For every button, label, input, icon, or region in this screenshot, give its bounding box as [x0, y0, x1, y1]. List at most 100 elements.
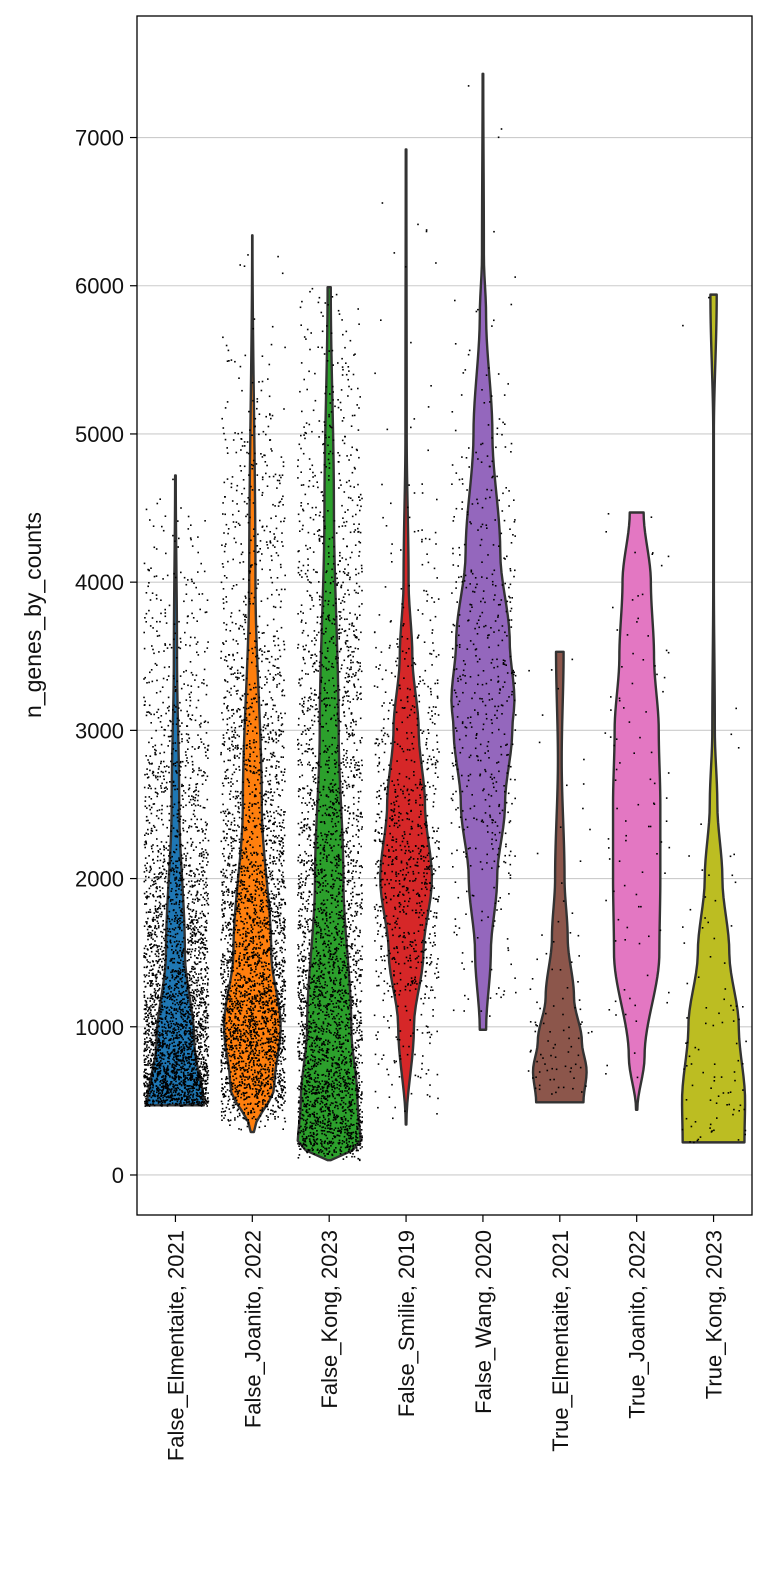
point: [249, 1044, 251, 1046]
point: [270, 990, 273, 993]
point: [179, 879, 182, 882]
point: [149, 932, 152, 934]
point: [179, 701, 181, 704]
point: [273, 883, 275, 885]
point: [143, 678, 145, 680]
point: [206, 988, 208, 991]
point: [158, 1071, 160, 1073]
point: [275, 943, 277, 945]
point: [281, 1049, 283, 1052]
point: [203, 1066, 206, 1069]
point: [171, 949, 173, 951]
point: [261, 1073, 263, 1076]
point: [190, 977, 193, 980]
point: [160, 715, 163, 717]
point: [204, 1002, 207, 1005]
point: [182, 1071, 185, 1074]
point: [280, 946, 283, 949]
point: [276, 825, 278, 828]
point: [282, 1017, 285, 1020]
point: [168, 918, 170, 920]
point: [222, 1007, 225, 1010]
point: [240, 916, 242, 918]
point: [152, 894, 154, 897]
point: [195, 1097, 198, 1100]
point: [167, 862, 170, 865]
point: [157, 1072, 160, 1075]
point: [175, 893, 178, 895]
point: [163, 1067, 166, 1070]
point: [180, 1071, 183, 1073]
point: [251, 803, 254, 806]
point: [183, 1104, 186, 1106]
point: [196, 963, 199, 965]
point: [249, 816, 251, 819]
point: [239, 1044, 242, 1047]
point: [269, 1113, 272, 1115]
point: [176, 885, 178, 887]
point: [174, 1102, 177, 1105]
point: [177, 972, 180, 975]
point: [255, 996, 257, 998]
point: [194, 948, 197, 950]
point: [194, 950, 196, 952]
point: [164, 643, 166, 645]
point: [220, 1061, 223, 1064]
point: [274, 1056, 277, 1058]
point: [162, 861, 165, 864]
point: [226, 1089, 229, 1091]
point: [166, 946, 169, 949]
point: [161, 997, 163, 1000]
point: [236, 1086, 238, 1088]
point: [184, 1015, 186, 1018]
point: [158, 1064, 160, 1067]
point: [220, 1064, 223, 1067]
point: [258, 811, 261, 814]
point: [179, 1060, 182, 1062]
point: [234, 1090, 237, 1093]
point: [176, 1051, 179, 1054]
point: [175, 848, 178, 851]
point: [188, 1095, 191, 1097]
point: [162, 1040, 164, 1042]
point: [186, 996, 188, 998]
point: [206, 1067, 209, 1070]
point: [269, 1054, 272, 1057]
point: [182, 857, 184, 859]
point: [148, 582, 150, 584]
point: [282, 774, 285, 776]
point: [180, 1015, 182, 1018]
point: [239, 943, 241, 945]
point: [170, 1082, 172, 1085]
point: [191, 995, 193, 997]
point: [197, 1056, 199, 1058]
point: [169, 1043, 171, 1046]
point: [240, 1030, 242, 1033]
point: [172, 1085, 174, 1088]
point: [169, 735, 171, 738]
point: [171, 945, 173, 947]
point: [147, 1054, 150, 1056]
point: [164, 1054, 166, 1057]
point: [147, 938, 149, 941]
point: [159, 948, 162, 950]
point: [157, 876, 159, 878]
point: [239, 624, 242, 627]
point: [204, 772, 206, 774]
point: [259, 540, 262, 542]
point: [193, 919, 195, 921]
point: [181, 783, 183, 786]
point: [154, 1094, 156, 1096]
point: [166, 574, 169, 577]
point: [164, 1030, 166, 1032]
point: [266, 1089, 269, 1092]
point: [143, 980, 146, 983]
point: [186, 1057, 188, 1059]
point: [156, 630, 158, 632]
point: [169, 939, 172, 942]
point: [187, 1098, 190, 1100]
point: [205, 824, 208, 827]
point: [202, 896, 204, 899]
point: [254, 1020, 256, 1022]
point: [148, 1040, 151, 1042]
